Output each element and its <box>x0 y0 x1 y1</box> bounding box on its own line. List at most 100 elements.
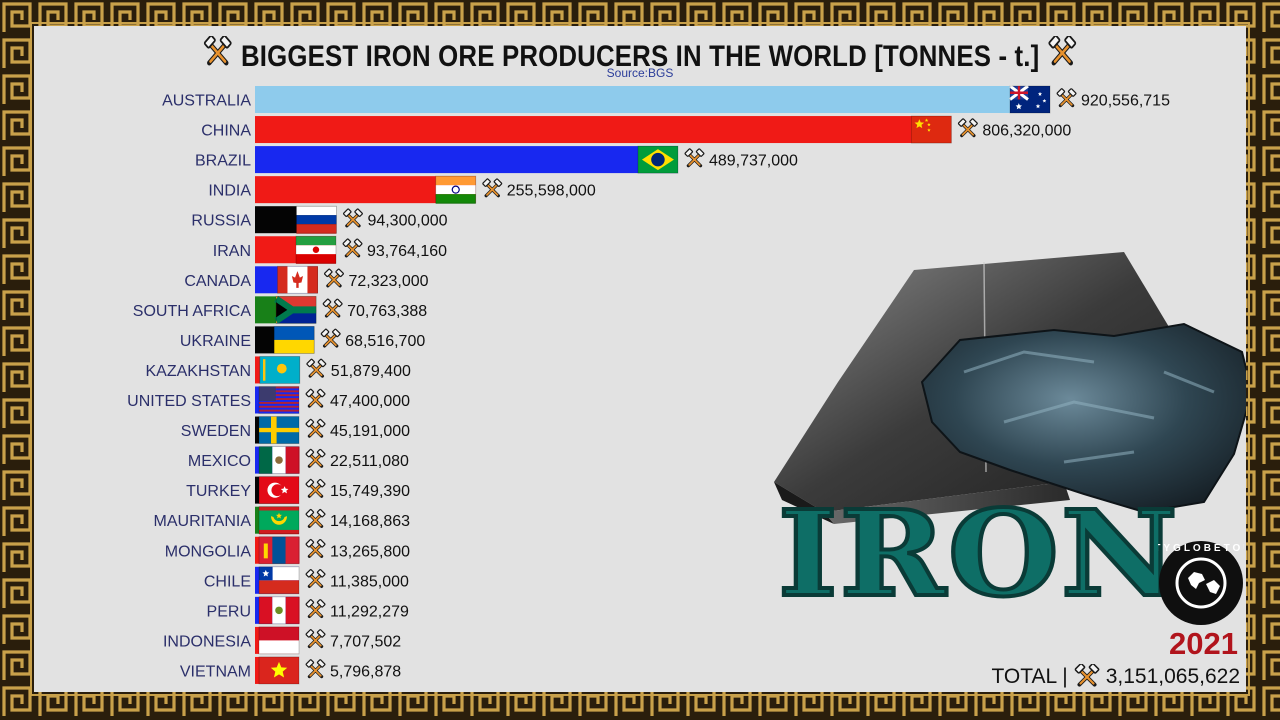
chart-title-wrap: BIGGEST IRON ORE PRODUCERS IN THE WORLD … <box>194 36 1085 74</box>
country-label: TURKEY <box>186 483 251 500</box>
bar-row-turkey: TURKEY 15,749,390 <box>186 476 410 505</box>
flag-russia <box>296 205 337 234</box>
flag-mauritania <box>258 506 300 535</box>
title-row: BIGGEST IRON ORE PRODUCERS IN THE WORLD … <box>34 36 1246 74</box>
country-label: PERU <box>207 603 251 620</box>
crossed-hammers-icon <box>342 238 363 258</box>
crossed-hammers-icon <box>482 178 503 198</box>
crossed-hammers-icon <box>957 118 978 138</box>
country-label: INDIA <box>208 183 251 200</box>
crossed-hammers-icon <box>305 538 326 558</box>
bar-row-canada: CANADA 72,323,000 <box>184 265 429 294</box>
bar-row-ukraine: UKRAINE 68,516,700 <box>180 325 425 354</box>
bar-row-brazil: BRAZIL 489,737,000 <box>195 145 798 174</box>
flag-brazil <box>637 145 679 174</box>
bar-row-vietnam: VIETNAM 5,796,878 <box>180 656 401 685</box>
value-label: 14,168,863 <box>330 513 410 530</box>
svg-text:CITYGLOBETOUR: CITYGLOBETOUR <box>1158 543 1244 554</box>
flag-sweden <box>258 416 300 444</box>
year-label: 2021 <box>1169 626 1238 661</box>
total-prefix: TOTAL | <box>991 665 1068 688</box>
flag-mongolia <box>258 536 300 565</box>
bar-row-mauritania: MAURITANIA 14,168,863 <box>154 506 410 535</box>
bar-row-russia: RUSSIA 94,300,000 <box>191 205 448 234</box>
crossed-hammers-icon <box>342 208 363 228</box>
bar-row-chile: CHILE 11,385,000 <box>204 566 409 595</box>
total-value: 3,151,065,622 <box>1105 665 1240 688</box>
crossed-hammers-icon <box>1056 88 1077 108</box>
bar <box>255 86 1050 113</box>
value-label: 45,191,000 <box>330 423 410 440</box>
total-row: TOTAL | 3,151,065,622 <box>991 664 1240 690</box>
bar-chart: AUSTRALIA 920,556,715 CHINA 806,320,000 BRAZ… <box>127 84 1170 685</box>
value-label: 11,292,279 <box>330 603 409 620</box>
country-label: AUSTRALIA <box>162 93 251 110</box>
value-label: 68,516,700 <box>345 333 425 350</box>
crossed-hammers-icon <box>684 148 705 168</box>
country-label: IRAN <box>213 243 251 260</box>
flag-indonesia <box>258 626 300 655</box>
flag-india <box>435 175 477 204</box>
bar-row-mexico: MEXICO 22,511,080 <box>188 446 409 475</box>
country-label: KAZAKHSTAN <box>146 363 252 380</box>
crossed-hammers-icon <box>305 388 326 408</box>
bar-row-indonesia: INDONESIA 7,707,502 <box>163 626 401 655</box>
value-label: 11,385,000 <box>330 573 409 590</box>
crossed-hammers-icon <box>203 36 232 66</box>
value-label: 489,737,000 <box>709 153 798 170</box>
flag-united-states <box>258 386 300 414</box>
metal-word: IRON <box>776 482 1180 625</box>
flag-south-africa <box>274 295 317 324</box>
country-label: UNITED STATES <box>127 393 251 410</box>
crossed-hammers-icon <box>1074 664 1100 687</box>
bar-row-australia: AUSTRALIA 920,556,715 <box>162 84 1170 114</box>
value-label: 47,400,000 <box>330 393 410 410</box>
country-label: RUSSIA <box>191 213 251 230</box>
country-label: MEXICO <box>188 453 251 470</box>
value-label: 15,749,390 <box>330 483 410 500</box>
bar-row-india: INDIA 255,598,000 <box>208 175 596 204</box>
bar-row-south-africa: SOUTH AFRICA 70,763,388 <box>133 295 427 324</box>
crossed-hammers-icon <box>322 298 343 318</box>
country-label: BRAZIL <box>195 153 251 170</box>
value-label: 5,796,878 <box>330 663 401 680</box>
flag-mexico <box>258 446 300 475</box>
flag-canada <box>277 265 318 294</box>
country-label: INDONESIA <box>163 633 251 650</box>
country-label: CHILE <box>204 573 251 590</box>
bar-row-peru: PERU 11,292,279 <box>207 596 409 625</box>
value-label: 72,323,000 <box>348 273 428 290</box>
value-label: 920,556,715 <box>1081 93 1170 110</box>
crossed-hammers-icon <box>305 478 326 498</box>
flag-chile <box>258 566 300 595</box>
bar-row-united-states: UNITED STATES 47,400,000 <box>127 386 410 414</box>
country-label: UKRAINE <box>180 333 251 350</box>
chart-title: BIGGEST IRON ORE PRODUCERS IN THE WORLD … <box>240 40 1040 73</box>
country-label: VIETNAM <box>180 663 251 680</box>
crossed-hammers-icon <box>1048 36 1077 66</box>
value-label: 7,707,502 <box>330 633 401 650</box>
bar-row-iran: IRAN 93,764,160 <box>213 235 447 264</box>
country-label: MONGOLIA <box>165 543 252 560</box>
crossed-hammers-icon <box>305 659 326 679</box>
flag-vietnam <box>258 656 300 685</box>
flag-iran <box>295 235 337 264</box>
iron-ore-illustration <box>774 252 1246 524</box>
crossed-hammers-icon <box>320 328 341 348</box>
value-label: 806,320,000 <box>982 123 1071 140</box>
value-label: 51,879,400 <box>331 363 411 380</box>
flag-china <box>910 115 952 144</box>
country-label: CANADA <box>184 273 251 290</box>
flag-turkey <box>258 476 300 505</box>
cityglobetour-logo: CITYGLOBETOUR <box>1158 541 1244 625</box>
country-label: SOUTH AFRICA <box>133 303 252 320</box>
bar-row-kazakhstan: KAZAKHSTAN 51,879,400 <box>146 356 411 384</box>
country-label: SWEDEN <box>181 423 251 440</box>
bar <box>255 146 678 174</box>
crossed-hammers-icon <box>305 599 326 619</box>
value-label: 22,511,080 <box>330 453 409 470</box>
crossed-hammers-icon <box>306 358 327 378</box>
value-label: 13,265,800 <box>330 543 410 560</box>
bar-row-china: CHINA 806,320,000 <box>201 115 1071 144</box>
country-label: CHINA <box>201 123 251 140</box>
